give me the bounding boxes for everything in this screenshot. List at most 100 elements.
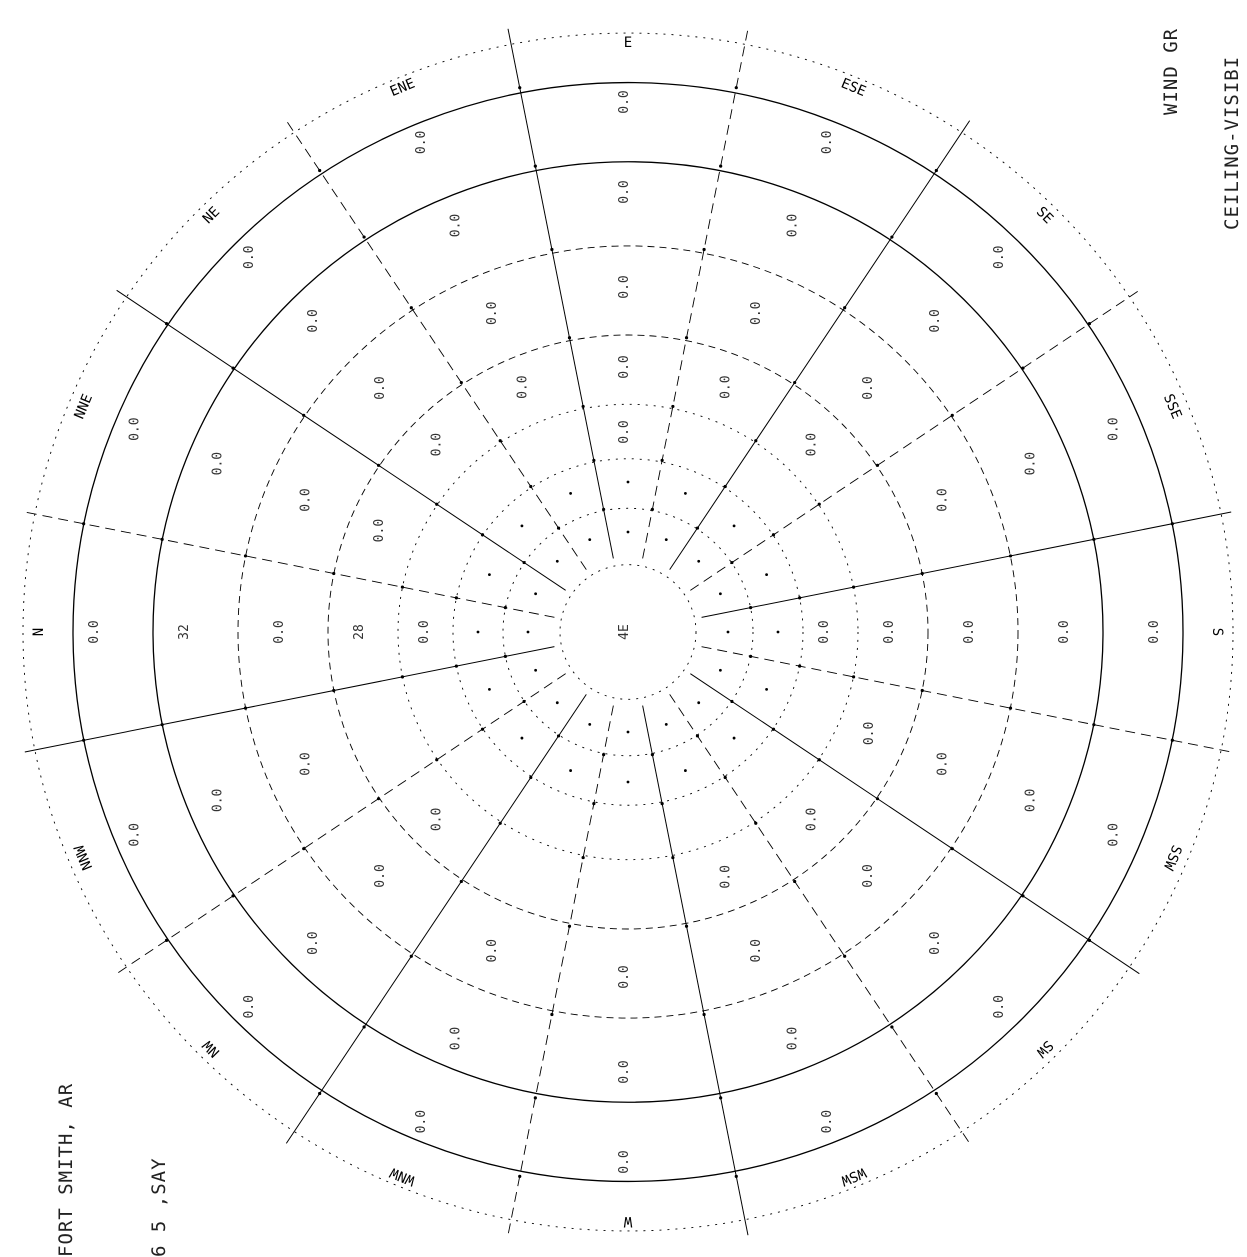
inner-dot	[555, 701, 559, 705]
value-ne-2: 0.0	[373, 376, 388, 399]
spoke-tick	[581, 855, 585, 860]
spoke-tick	[671, 855, 675, 860]
spokes-group	[24, 28, 1232, 1236]
value-ne-0: 0.0	[242, 245, 257, 268]
spoke-tick	[748, 606, 753, 610]
inner-dot	[534, 668, 538, 672]
inner-dot	[626, 530, 630, 534]
direction-label-s: S	[1209, 628, 1225, 636]
spoke-tick	[798, 664, 802, 668]
spoke-tick	[480, 533, 485, 537]
spoke-10	[669, 694, 971, 1144]
value-n-3: 28	[352, 624, 367, 640]
inner-dot	[626, 780, 630, 784]
inner-dot	[726, 630, 730, 634]
inner-dot	[626, 730, 630, 734]
spoke-tick	[684, 336, 689, 340]
value-sse-0: 0.0	[1107, 417, 1122, 440]
spoke-tick	[1170, 738, 1174, 742]
value-n-1: 32	[177, 624, 192, 640]
value-nw-2: 0.0	[373, 864, 388, 887]
value-nw-0: 0.0	[242, 995, 257, 1018]
spoke-tick	[695, 526, 700, 530]
value-wnw-0: 0.0	[414, 1110, 429, 1133]
spoke-tick	[602, 752, 606, 757]
direction-label-n: N	[31, 628, 47, 636]
value-ese-3: 0.0	[718, 375, 733, 398]
spoke-tick	[459, 879, 463, 884]
spoke-tick	[454, 596, 458, 600]
value-ese-1: 0.0	[785, 214, 800, 237]
value-ssw-2: 0.0	[936, 752, 951, 775]
spoke-tick	[454, 664, 458, 668]
spoke-tick	[851, 585, 856, 589]
spoke-tick	[920, 688, 924, 693]
spoke-14	[116, 673, 566, 975]
value-ene-2: 0.0	[485, 302, 500, 325]
spoke-tick	[730, 560, 734, 565]
spoke-tick	[82, 738, 86, 742]
spoke-tick	[533, 1096, 537, 1100]
value-w-1: 0.0	[617, 1060, 632, 1083]
ring-5	[237, 245, 1019, 1019]
spoke-tick	[498, 439, 502, 443]
value-e-3: 0.0	[617, 355, 632, 378]
value-n-0: 0.0	[87, 620, 102, 643]
inner-dot	[588, 722, 592, 726]
spoke-tick	[684, 924, 689, 928]
direction-label-sse: SSE	[1160, 392, 1184, 421]
direction-label-wsw: WSW	[838, 1164, 868, 1189]
spoke-tick	[400, 675, 405, 679]
value-wnw-1: 0.0	[449, 1027, 464, 1050]
spoke-tick	[851, 675, 856, 679]
spoke-12	[507, 705, 614, 1236]
spoke-tick	[435, 758, 439, 762]
spoke-tick	[518, 86, 522, 90]
value-w-2: 0.0	[617, 965, 632, 988]
direction-label-nw: NW	[199, 1036, 223, 1060]
spoke-tick	[1087, 938, 1092, 942]
value-ssw-0: 0.0	[1107, 823, 1122, 846]
station-id: 6 5 ,SAY	[148, 1157, 170, 1257]
spoke-tick	[533, 164, 537, 168]
spoke-tick	[164, 938, 169, 942]
value-wsw-2: 0.0	[749, 939, 764, 962]
spoke-tick	[734, 1174, 738, 1178]
inner-dot	[626, 480, 630, 484]
value-ene-1: 0.0	[449, 214, 464, 237]
spoke-tick	[1021, 894, 1025, 898]
spoke-tick	[719, 1096, 723, 1100]
value-se-2: 0.0	[861, 376, 876, 399]
value-nnw-2: 0.0	[298, 752, 313, 775]
spoke-tick	[793, 380, 797, 385]
spoke-tick	[164, 322, 169, 326]
spoke-tick	[581, 404, 585, 409]
value-ssw-1: 0.0	[1024, 789, 1039, 812]
value-wsw-3: 0.0	[718, 865, 733, 888]
spoke-tick	[1021, 366, 1025, 370]
spoke-tick	[1092, 723, 1096, 727]
spoke-tick	[890, 235, 894, 239]
value-s-4: 0.0	[817, 620, 832, 643]
ring-1	[502, 507, 754, 757]
spoke-tick	[843, 306, 847, 310]
spoke-tick	[843, 954, 847, 958]
inner-dot	[664, 722, 668, 726]
spoke-tick	[409, 306, 413, 310]
spoke-tick	[556, 526, 561, 530]
spoke-tick	[302, 847, 306, 851]
ring-4	[327, 334, 929, 930]
spoke-4	[642, 28, 749, 559]
spoke-tick	[503, 606, 508, 610]
inner-dot	[569, 492, 572, 495]
ring-3	[397, 403, 859, 861]
direction-label-ese: ESE	[839, 76, 868, 100]
spoke-tick	[550, 247, 554, 252]
spoke-tick	[817, 502, 821, 506]
inner-dot	[476, 630, 480, 634]
spoke-tick	[723, 484, 727, 489]
value-s-0: 0.0	[1147, 620, 1162, 643]
value-nw-3: 0.0	[430, 808, 445, 831]
spoke-2	[285, 120, 587, 570]
spoke-tick	[771, 727, 776, 731]
